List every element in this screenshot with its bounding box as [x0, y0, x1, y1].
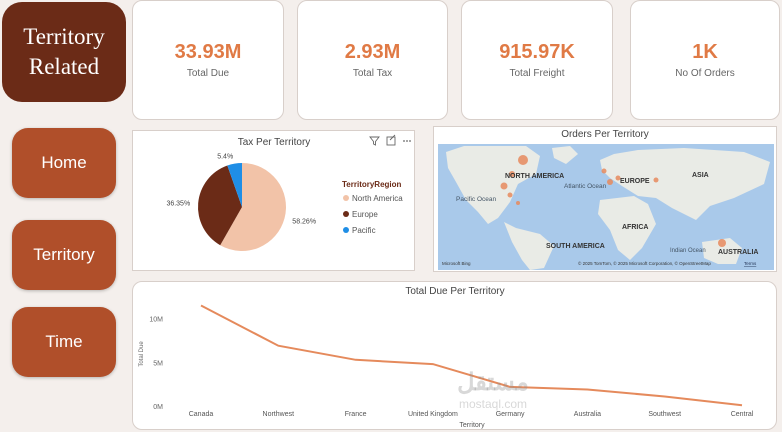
- line-series: [200, 304, 743, 407]
- map-label: AFRICA: [622, 224, 648, 231]
- y-axis-label: Total Due: [139, 341, 145, 367]
- x-axis-label: Territory: [459, 422, 485, 429]
- y-tick-label: 10M: [149, 317, 163, 324]
- watermark-arabic: مستقل: [457, 369, 529, 396]
- kpi-card-total-tax: 2.93M Total Tax: [297, 0, 448, 120]
- pie-data-label: 36.35%: [166, 200, 190, 207]
- x-tick-label: United Kingdom: [408, 411, 458, 418]
- page-title: Territory Related: [2, 2, 126, 102]
- page-title-line2: Related: [28, 54, 100, 79]
- total-due-line-chart: Total Due Per Territory Total Due 0M 5M 10…: [139, 286, 754, 429]
- pie-slice-europe[interactable]: [198, 165, 242, 246]
- legend-label: North America: [352, 194, 403, 203]
- map-label: Indian Ocean: [670, 248, 706, 254]
- y-ticks: 0M 5M 10M: [149, 317, 163, 412]
- legend-label: Pacific: [352, 226, 376, 235]
- kpi-value: 2.93M: [344, 41, 401, 63]
- home-button[interactable]: Home: [12, 128, 116, 198]
- map-label: AUSTRALIA: [718, 249, 758, 256]
- map-label: Pacific Ocean: [456, 196, 496, 203]
- legend-marker: [343, 195, 349, 201]
- territory-button[interactable]: Territory: [12, 220, 116, 290]
- x-tick-label: Northwest: [263, 411, 295, 418]
- kpi-label: No Of Orders: [675, 68, 735, 79]
- orders-map[interactable]: NORTH AMERICA EUROPE ASIA Pacific Ocean …: [434, 142, 778, 272]
- legend-marker: [343, 211, 349, 217]
- x-tick-label: Canada: [189, 411, 214, 418]
- kpi-card-total-due: 33.93M Total Due: [132, 0, 284, 120]
- legend-marker: [343, 227, 349, 233]
- tax-pie-panel: Tax Per Territory 58.26% 36.35% 5.4% Ter…: [132, 130, 415, 271]
- tax-pie-chart: Tax Per Territory 58.26% 36.35% 5.4% Ter…: [166, 134, 411, 251]
- terms-link[interactable]: Terms: [744, 261, 757, 266]
- kpi-value: 33.93M: [174, 41, 242, 63]
- pie-slices: [198, 163, 286, 251]
- orders-map-panel: Orders Per Territory NORTH AMERICA: [433, 126, 777, 272]
- map-title: Orders Per Territory: [561, 129, 649, 140]
- map-label: SOUTH AMERICA: [546, 243, 605, 250]
- kpi-label: Total Due: [186, 68, 230, 79]
- pie-data-label: 5.4%: [217, 154, 233, 161]
- more-icon[interactable]: [403, 140, 411, 142]
- legend-item-pacific[interactable]: Pacific: [343, 226, 376, 235]
- x-tick-label: France: [345, 411, 367, 418]
- pie-data-label: 58.26%: [292, 218, 316, 225]
- kpi-card-orders: 1K No Of Orders: [630, 0, 780, 120]
- kpi-label: Total Tax: [352, 68, 393, 79]
- kpi-value: 1K: [692, 41, 718, 63]
- legend-item-europe[interactable]: Europe: [343, 210, 378, 219]
- x-tick-label: Southwest: [648, 411, 681, 418]
- watermark-latin: mostaql.com: [459, 397, 527, 411]
- kpi-card-total-freight: 915.97K Total Freight: [461, 0, 613, 120]
- y-tick-label: 5M: [153, 360, 163, 367]
- legend-title: TerritoryRegion: [342, 180, 402, 189]
- x-tick-label: Central: [731, 411, 754, 418]
- legend-label: Europe: [352, 210, 378, 219]
- kpi-label: Total Freight: [509, 68, 565, 79]
- map-copyright: © 2025 TomTom, © 2025 Microsoft Corporat…: [578, 260, 711, 266]
- expand-icon[interactable]: [386, 134, 396, 146]
- pie-slice-pacific[interactable]: [227, 163, 242, 207]
- legend-item-north-america[interactable]: North America: [343, 194, 403, 203]
- map-label: Atlantic Ocean: [564, 183, 607, 190]
- bing-logo: Microsoft Bing: [442, 261, 471, 266]
- map-label: ASIA: [692, 172, 709, 179]
- map-data-points: [500, 155, 726, 247]
- x-tick-label: Germany: [496, 411, 525, 418]
- time-button[interactable]: Time: [12, 307, 116, 377]
- page-title-line1: Territory: [23, 24, 105, 49]
- x-ticks: Canada Northwest France United Kingdom Germa…: [189, 411, 754, 418]
- line-title: Total Due Per Territory: [405, 286, 504, 297]
- y-tick-label: 0M: [153, 404, 163, 411]
- total-due-line-panel: Total Due Per Territory Total Due 0M 5M 10…: [132, 281, 777, 430]
- pie-slice-north-america[interactable]: [220, 163, 286, 251]
- kpi-value: 915.97K: [499, 41, 575, 63]
- map-label: EUROPE: [620, 178, 650, 185]
- pie-title: Tax Per Territory: [238, 137, 311, 148]
- x-tick-label: Australia: [574, 411, 601, 418]
- filter-icon[interactable]: [369, 136, 380, 146]
- map-label: NORTH AMERICA: [505, 173, 564, 180]
